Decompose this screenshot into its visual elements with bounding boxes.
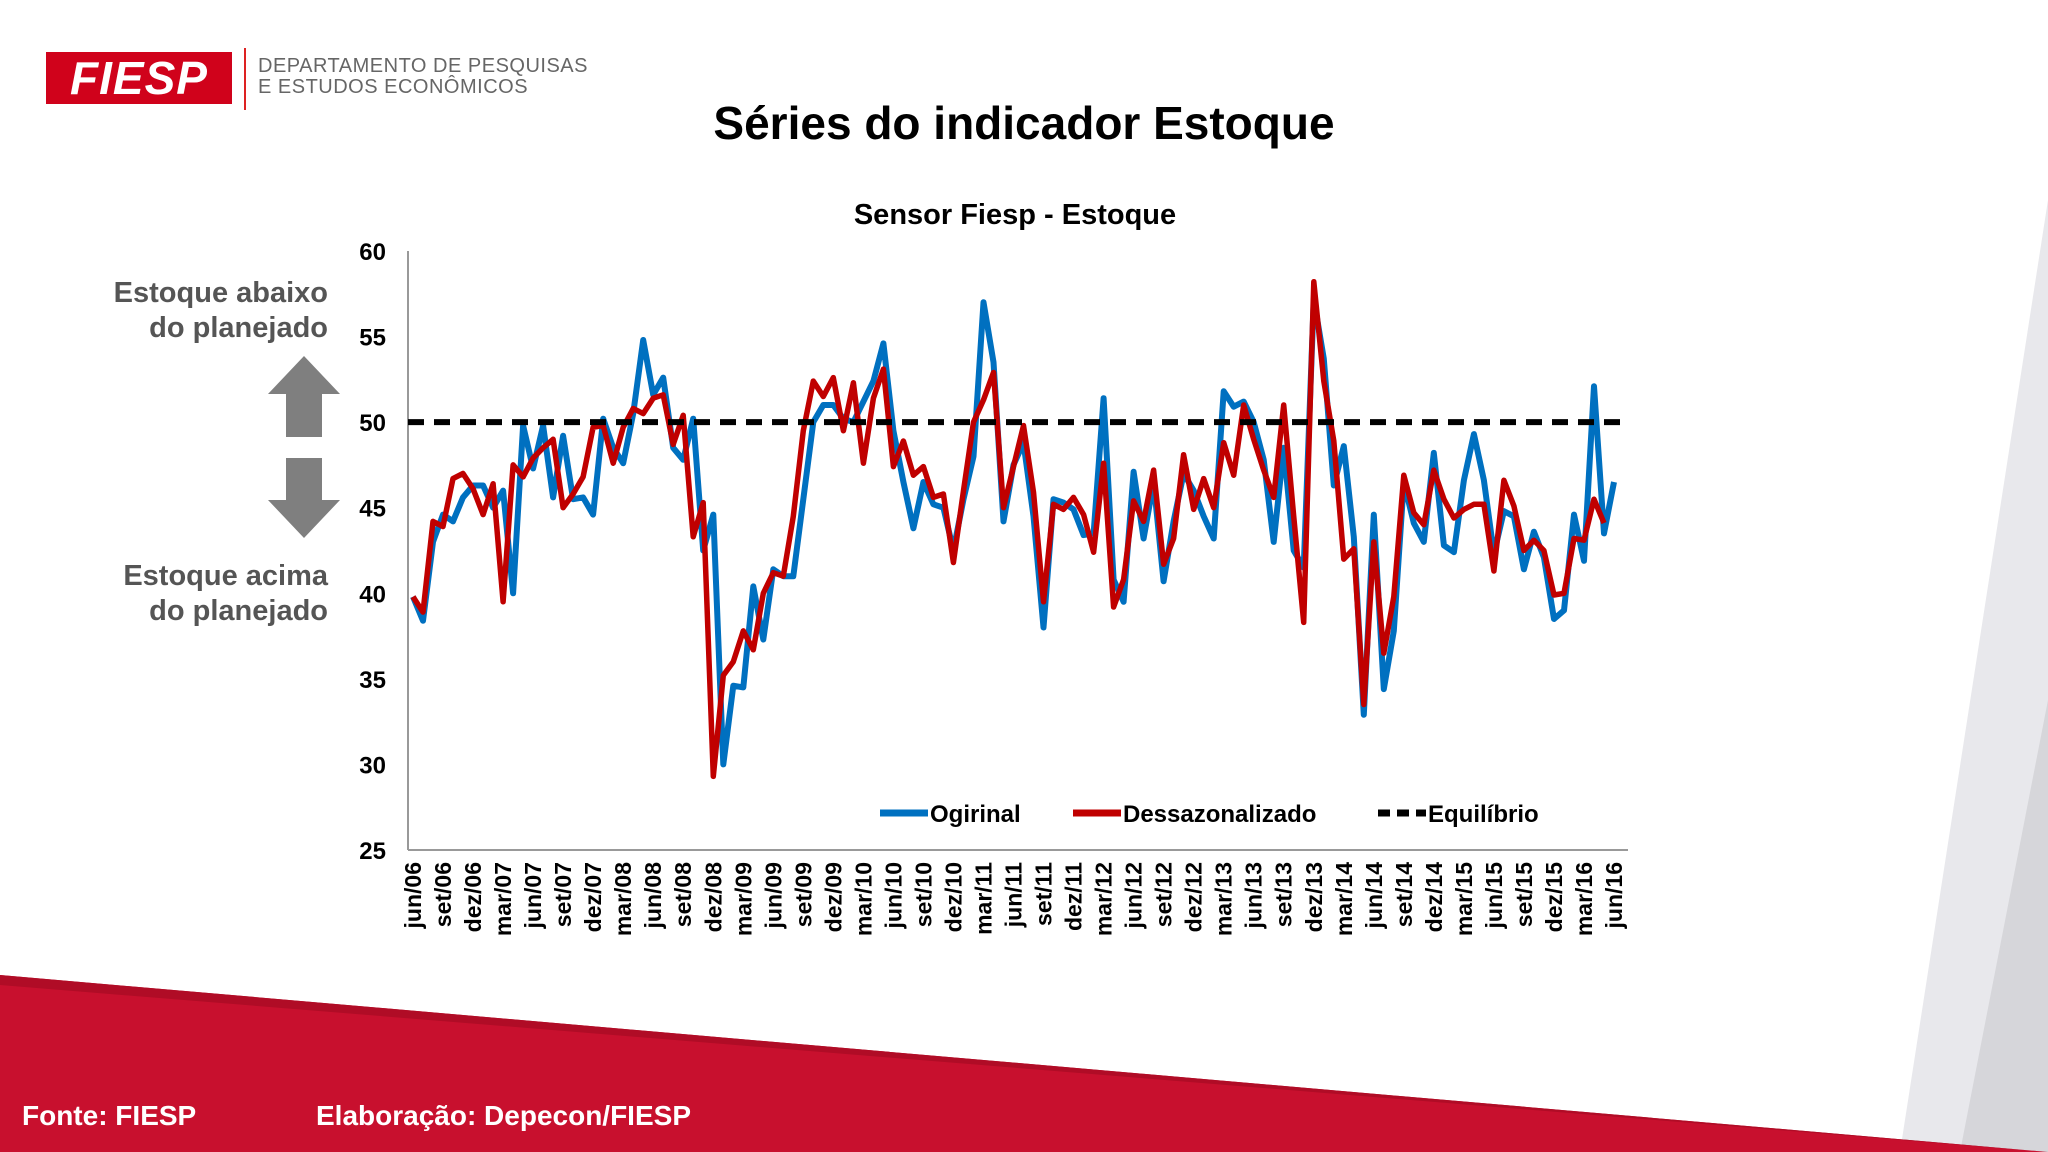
x-tick-label: set/12 [1151,862,1177,927]
department-line-2: E ESTUDOS ECONÔMICOS [258,76,529,98]
x-tick-label: jun/15 [1481,862,1507,930]
x-tick-label: mar/16 [1571,862,1597,936]
arrow-up-icon [268,356,340,437]
slide-title: Séries do indicador Estoque [713,97,1335,149]
x-tick-label: dez/09 [820,862,846,932]
x-tick-label: set/10 [910,862,936,927]
x-tick-label: dez/13 [1301,862,1327,932]
x-axis-ticks: jun/06 set/06 dez/06 mar/07 jun/07 set/07 dez/… [400,862,1627,936]
chart-axes [407,251,1628,851]
y-tick-label: 60 [359,239,386,266]
arrow-down-icon [268,458,340,538]
footer-credit: Elaboração: Depecon/FIESP [316,1100,691,1131]
label-stock-below-plan-line-2: do planejado [149,312,328,344]
y-tick-label: 40 [359,581,386,608]
x-tick-label: mar/10 [850,862,876,936]
x-tick-label: dez/10 [940,862,966,932]
x-tick-label: mar/15 [1451,862,1477,936]
x-tick-label: dez/11 [1061,862,1087,931]
label-stock-above-plan-line-2: do planejado [149,595,328,627]
x-tick-label: dez/14 [1421,862,1447,933]
x-tick-label: set/08 [670,862,696,927]
x-tick-label: set/07 [550,862,576,927]
x-tick-label: jun/07 [520,862,546,929]
x-tick-label: mar/07 [490,862,516,936]
x-tick-label: jun/10 [880,862,906,929]
y-axis-ticks: 25 30 35 40 45 50 55 60 [359,239,386,865]
chart-title: Sensor Fiesp - Estoque [854,199,1176,231]
footer-source: Fonte: FIESP [22,1100,197,1131]
x-tick-label: set/13 [1271,862,1297,927]
x-tick-label: mar/09 [730,862,756,936]
x-tick-label: jun/12 [1121,862,1147,929]
x-tick-label: mar/08 [610,862,636,936]
x-tick-label: jun/14 [1361,862,1387,930]
gray-corner-panel [1900,80,2048,1152]
x-tick-label: jun/09 [760,862,786,929]
department-line-1: DEPARTAMENTO DE PESQUISAS [258,55,588,77]
legend-seasonally-adjusted-label: Dessazonalizado [1123,801,1316,828]
x-tick-label: dez/08 [700,862,726,933]
chart-legend: Ogirinal Dessazonalizado Equilíbrio [880,801,1539,828]
x-tick-label: set/14 [1391,862,1417,927]
label-stock-above-plan-line-1: Estoque acima [123,560,328,592]
y-tick-label: 45 [359,496,386,523]
x-tick-label: jun/11 [1001,862,1027,928]
x-tick-label: mar/12 [1091,862,1117,936]
logo-divider [244,48,246,110]
gray-corner-panel-light [1960,700,2048,1152]
series-line-original [410,295,1617,768]
series-line-seasonally-adjusted [410,279,1607,780]
y-tick-label: 50 [359,410,386,437]
x-tick-label: jun/06 [400,862,426,929]
red-footer-band-top [0,975,2048,1152]
department-name: DEPARTAMENTO DE PESQUISAS E ESTUDOS ECON… [258,56,588,98]
x-tick-label: mar/13 [1211,862,1237,936]
legend-equilibrium-label: Equilíbrio [1428,801,1539,828]
label-stock-below-plan: Estoque abaixo do planejado [114,276,328,346]
x-tick-label: jun/13 [1241,862,1267,929]
x-tick-label: mar/14 [1331,862,1357,936]
label-stock-below-plan-line-1: Estoque abaixo [113,277,328,309]
x-tick-label: mar/11 [970,862,996,935]
y-tick-label: 55 [359,325,386,352]
x-tick-label: set/09 [790,862,816,927]
chart-series [408,279,1628,780]
fiesp-logo: FIESP [46,52,232,104]
y-tick-label: 25 [359,838,386,865]
y-tick-label: 35 [359,667,386,694]
x-tick-label: dez/07 [580,862,606,932]
legend-original-label: Ogirinal [930,801,1021,828]
y-tick-label: 30 [359,752,386,779]
x-tick-label: dez/06 [460,862,486,932]
x-tick-label: dez/12 [1181,862,1207,932]
x-tick-label: set/15 [1511,862,1537,927]
label-stock-above-plan: Estoque acima do planejado [123,559,328,629]
x-tick-label: jun/16 [1601,862,1627,929]
x-tick-label: jun/08 [640,862,666,930]
x-tick-label: set/06 [430,862,456,927]
x-tick-label: set/11 [1031,862,1057,926]
x-tick-label: dez/15 [1541,862,1567,933]
fiesp-logo-text: FIESP [46,52,232,104]
